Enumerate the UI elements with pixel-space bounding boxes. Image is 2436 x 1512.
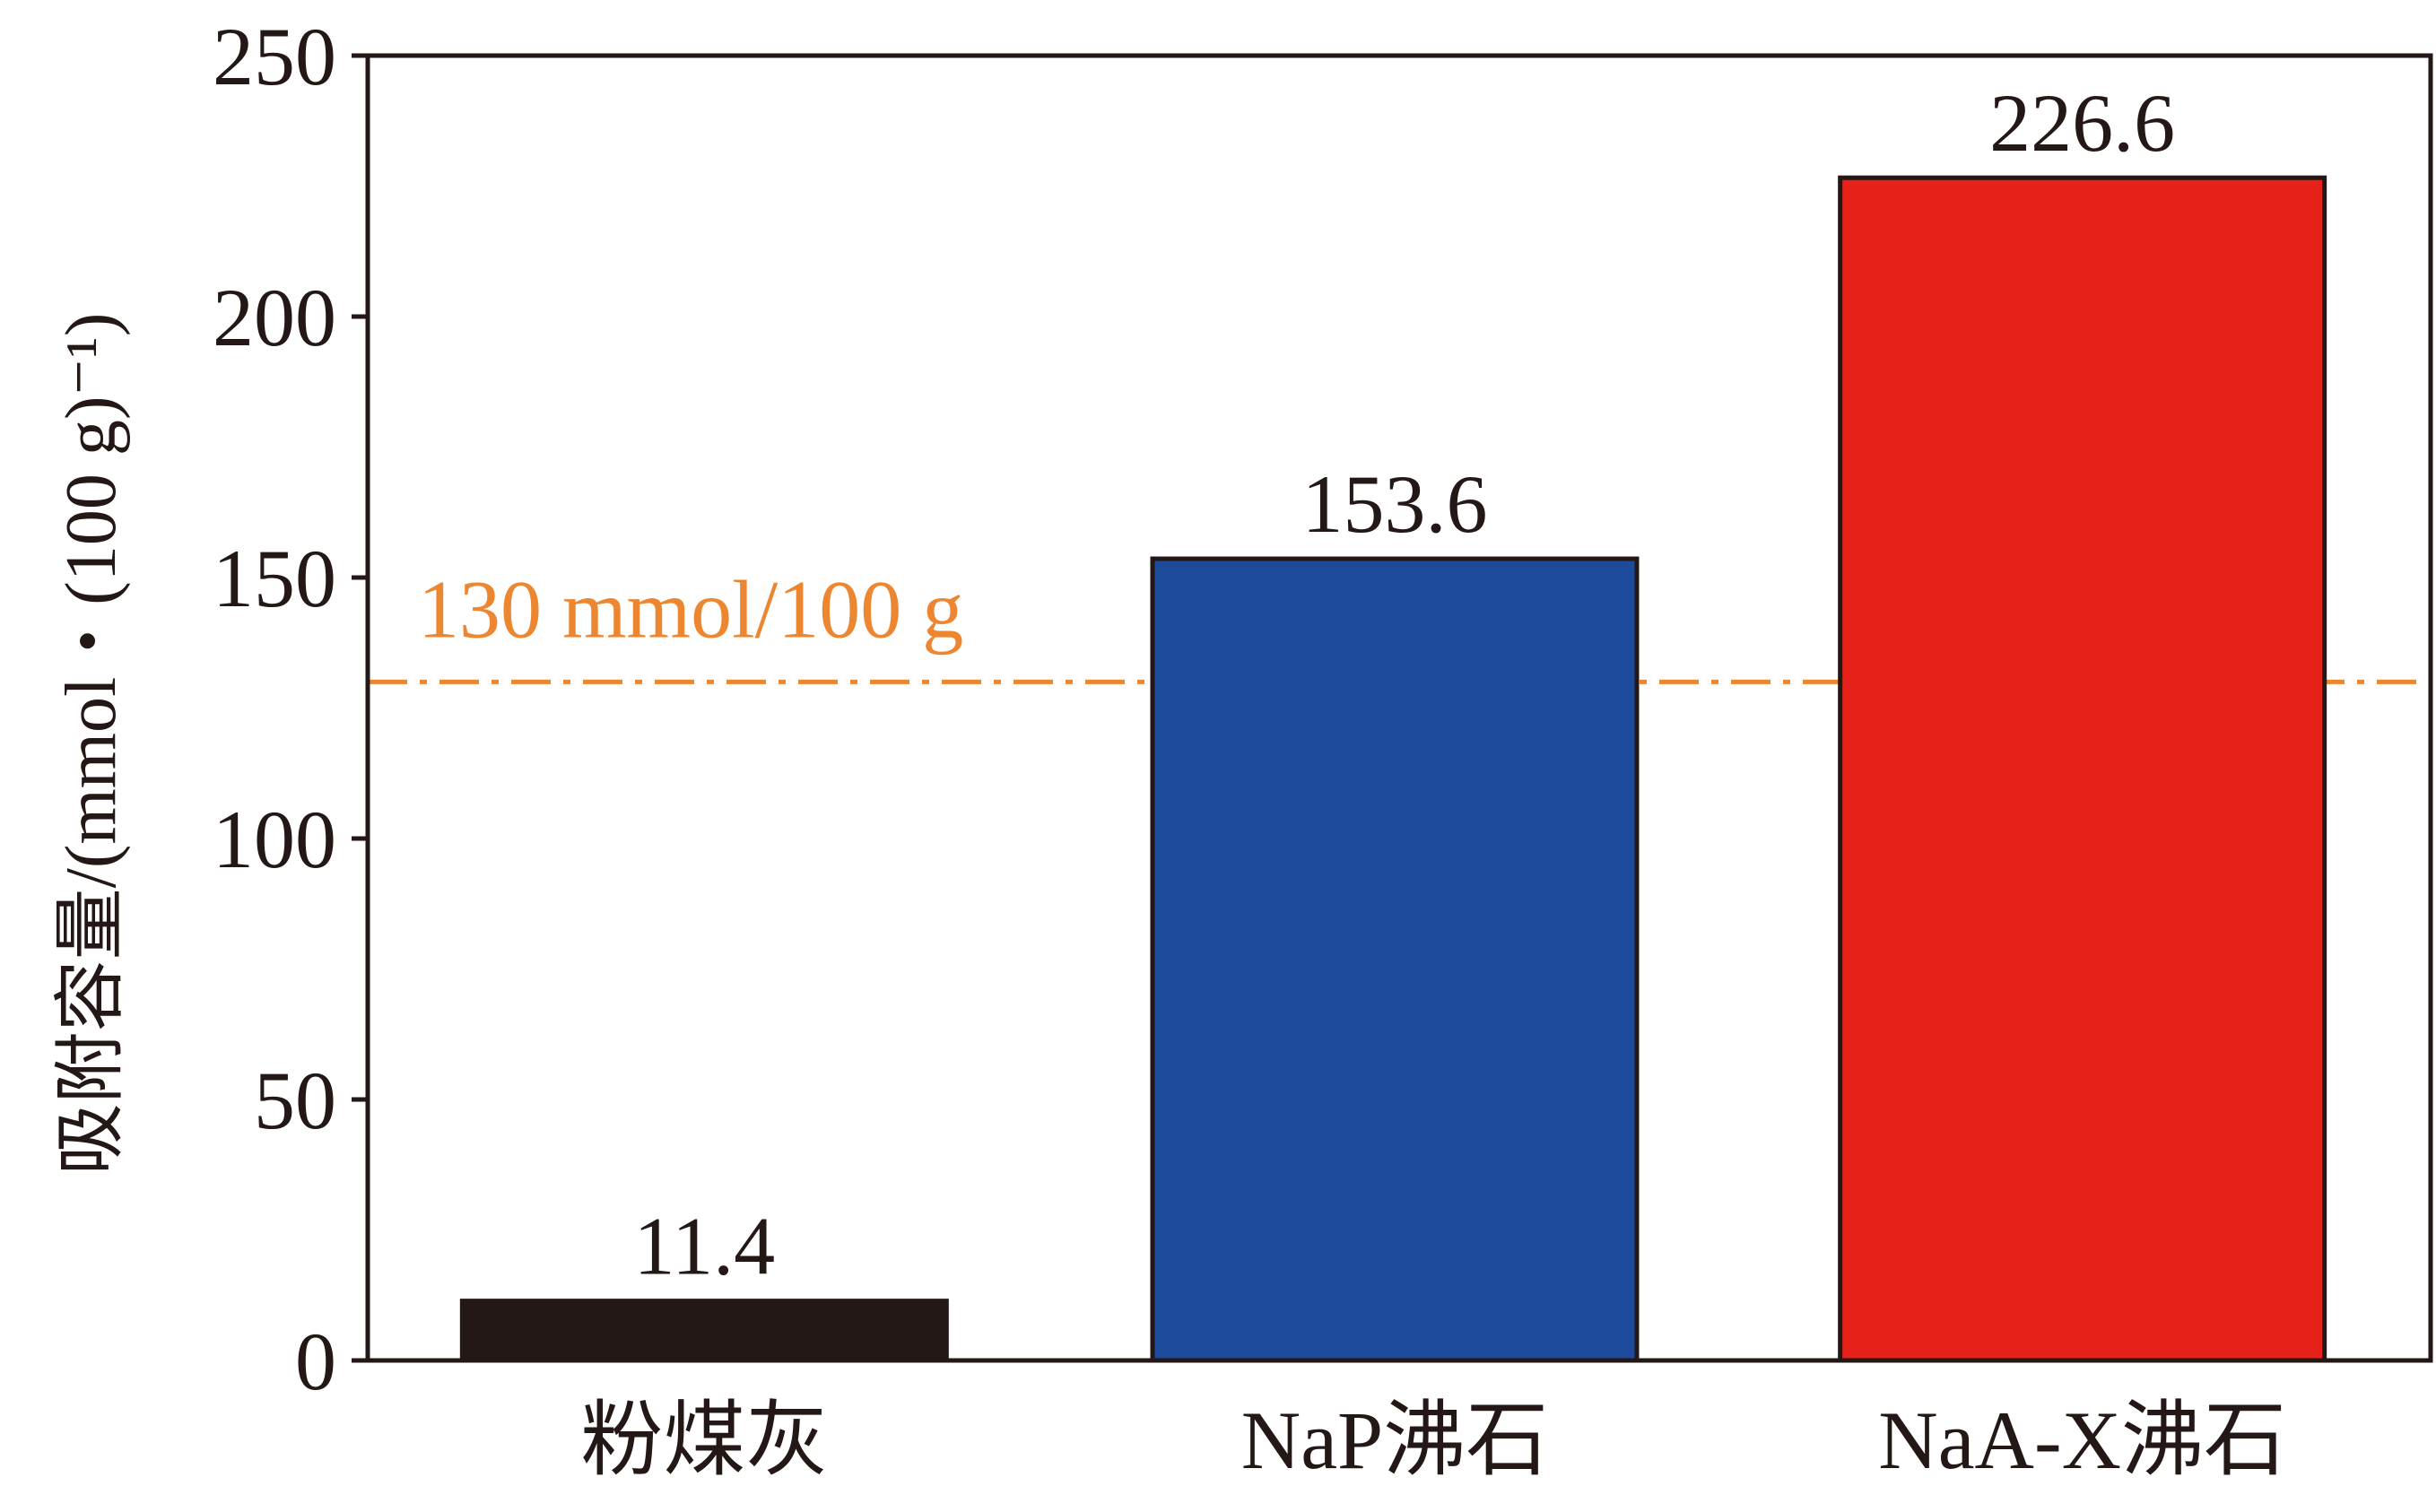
bar [459,1299,949,1363]
reference-line-label: 130 mmol/100 g [418,563,963,655]
y-tick-label: 200 [213,272,336,363]
y-tick-label: 100 [213,794,336,885]
bar-value-label: 153.6 [1302,458,1488,550]
x-axis-categories: 粉煤灰 NaP沸石 NaA-X沸石 [580,1395,2286,1486]
bar-value-label: 11.4 [634,1201,776,1292]
bar-value-labels: 11.4 153.6 226.6 [634,77,2176,1291]
bar [1150,556,1640,1363]
plot-frame [365,53,2433,1363]
y-tick-label: 50 [254,1055,336,1146]
bar-value-label: 226.6 [1989,77,2175,169]
y-tick-label: 0 [295,1316,336,1407]
bar [1838,175,2327,1363]
x-category-label: NaA-X沸石 [1878,1395,2286,1486]
bars-layer [459,175,2327,1363]
x-category-label: NaP沸石 [1241,1395,1548,1486]
x-category-label: 粉煤灰 [580,1395,828,1486]
y-axis-label: 吸附容量/(mmol・(100 g)⁻¹) [52,313,131,1176]
y-axis: 0 50 100 150 200 250 [213,11,368,1407]
y-tick-label: 250 [213,11,336,102]
y-tick-label: 150 [213,533,336,624]
